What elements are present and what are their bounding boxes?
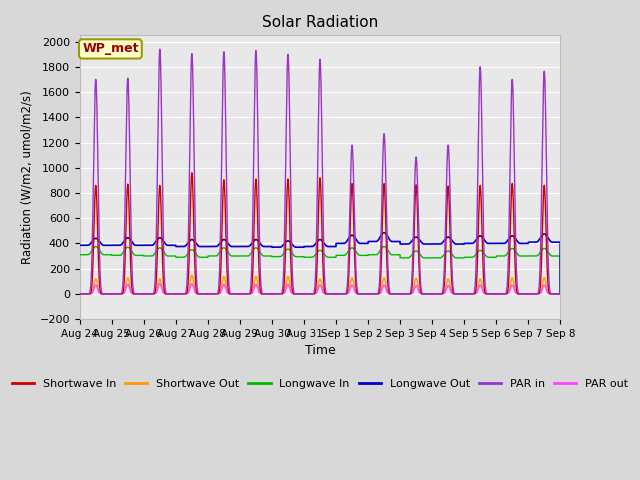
Title: Solar Radiation: Solar Radiation xyxy=(262,15,378,30)
Y-axis label: Radiation (W/m2, umol/m2/s): Radiation (W/m2, umol/m2/s) xyxy=(21,90,34,264)
Legend: Shortwave In, Shortwave Out, Longwave In, Longwave Out, PAR in, PAR out: Shortwave In, Shortwave Out, Longwave In… xyxy=(7,374,633,393)
X-axis label: Time: Time xyxy=(305,344,335,357)
Text: WP_met: WP_met xyxy=(82,42,139,55)
